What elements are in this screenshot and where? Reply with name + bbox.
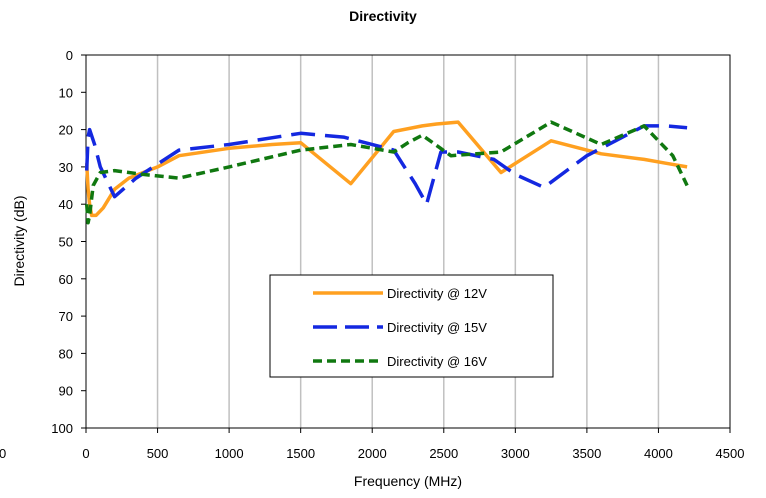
chart-title: Directivity <box>349 8 417 24</box>
y-tick-label: 50 <box>59 235 73 250</box>
y-tick-label: 30 <box>59 160 73 175</box>
y-tick-label: 60 <box>59 272 73 287</box>
x-tick-label: 4000 <box>644 446 673 461</box>
x-tick-label: 0 <box>82 446 89 461</box>
legend-label-3: Directivity @ 16V <box>387 354 487 369</box>
y-tick-label: 20 <box>59 123 73 138</box>
y-tick-label: 80 <box>59 346 73 361</box>
grid-lines <box>156 55 660 428</box>
axis-ticks: 0 500 1000 1500 2000 2500 3000 3500 4000 4500 0 10 2… <box>51 48 744 461</box>
x-tick-label: 2500 <box>429 446 458 461</box>
plot-area <box>85 54 731 429</box>
legend-label-1: Directivity @ 12V <box>387 286 487 301</box>
y-tick-label: 90 <box>59 384 73 399</box>
stray-tick-label: 0 <box>0 446 6 461</box>
series-lines <box>84 120 689 225</box>
series-line-1 <box>84 120 688 218</box>
y-axis-title: Directivity (dB) <box>11 195 27 286</box>
x-tick-label: 4500 <box>716 446 745 461</box>
x-tick-label: 1500 <box>286 446 315 461</box>
x-axis-title: Frequency (MHz) <box>354 473 462 489</box>
x-tick-label: 1000 <box>215 446 244 461</box>
x-tick-label: 3500 <box>572 446 601 461</box>
x-tick-label: 500 <box>147 446 169 461</box>
legend: Directivity @ 12V Directivity @ 15V Direct… <box>269 274 554 378</box>
legend-label-2: Directivity @ 15V <box>387 320 487 335</box>
series-line-2 <box>84 124 688 206</box>
y-tick-label: 0 <box>66 48 73 63</box>
y-tick-label: 40 <box>59 197 73 212</box>
series-line-3 <box>84 120 689 225</box>
y-tick-label: 70 <box>59 309 73 324</box>
x-tick-label: 2000 <box>358 446 387 461</box>
x-tick-label: 3000 <box>501 446 530 461</box>
y-tick-label: 10 <box>59 85 73 100</box>
y-tick-label: 100 <box>51 421 73 436</box>
